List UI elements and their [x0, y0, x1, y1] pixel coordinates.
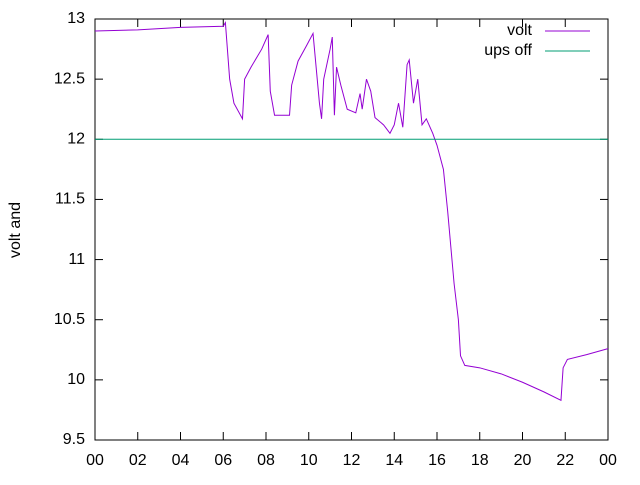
- x-tick-label: 16: [428, 452, 446, 469]
- x-tick-label: 12: [343, 452, 361, 469]
- legend-label: volt: [507, 22, 532, 39]
- x-tick-label: 06: [214, 452, 232, 469]
- x-tick-label: 14: [385, 452, 403, 469]
- x-tick-label: 22: [556, 452, 574, 469]
- x-tick-label: 04: [172, 452, 190, 469]
- plot-border: [94, 18, 609, 441]
- x-tick-label: 02: [129, 452, 147, 469]
- x-tick-label: 08: [257, 452, 275, 469]
- x-tick-label: 20: [514, 452, 532, 469]
- y-tick-label: 12.5: [54, 70, 85, 87]
- x-tick-label: 00: [86, 452, 104, 469]
- y-tick-label: 11.5: [55, 191, 85, 208]
- x-tick-label: 18: [471, 452, 489, 469]
- y-axis-label: volt and: [7, 202, 24, 258]
- y-tick-label: 10.5: [54, 311, 85, 328]
- x-tick-label: 10: [300, 452, 318, 469]
- y-tick-label: 13: [67, 10, 85, 27]
- legend-label: ups off: [484, 42, 532, 59]
- x-tick-label: 00: [599, 452, 617, 469]
- y-tick-label: 11: [68, 251, 85, 268]
- series-line: [94, 20, 609, 402]
- y-tick-label: 10: [67, 371, 85, 388]
- y-tick-label: 12: [67, 131, 85, 148]
- y-tick-label: 9.5: [63, 431, 85, 448]
